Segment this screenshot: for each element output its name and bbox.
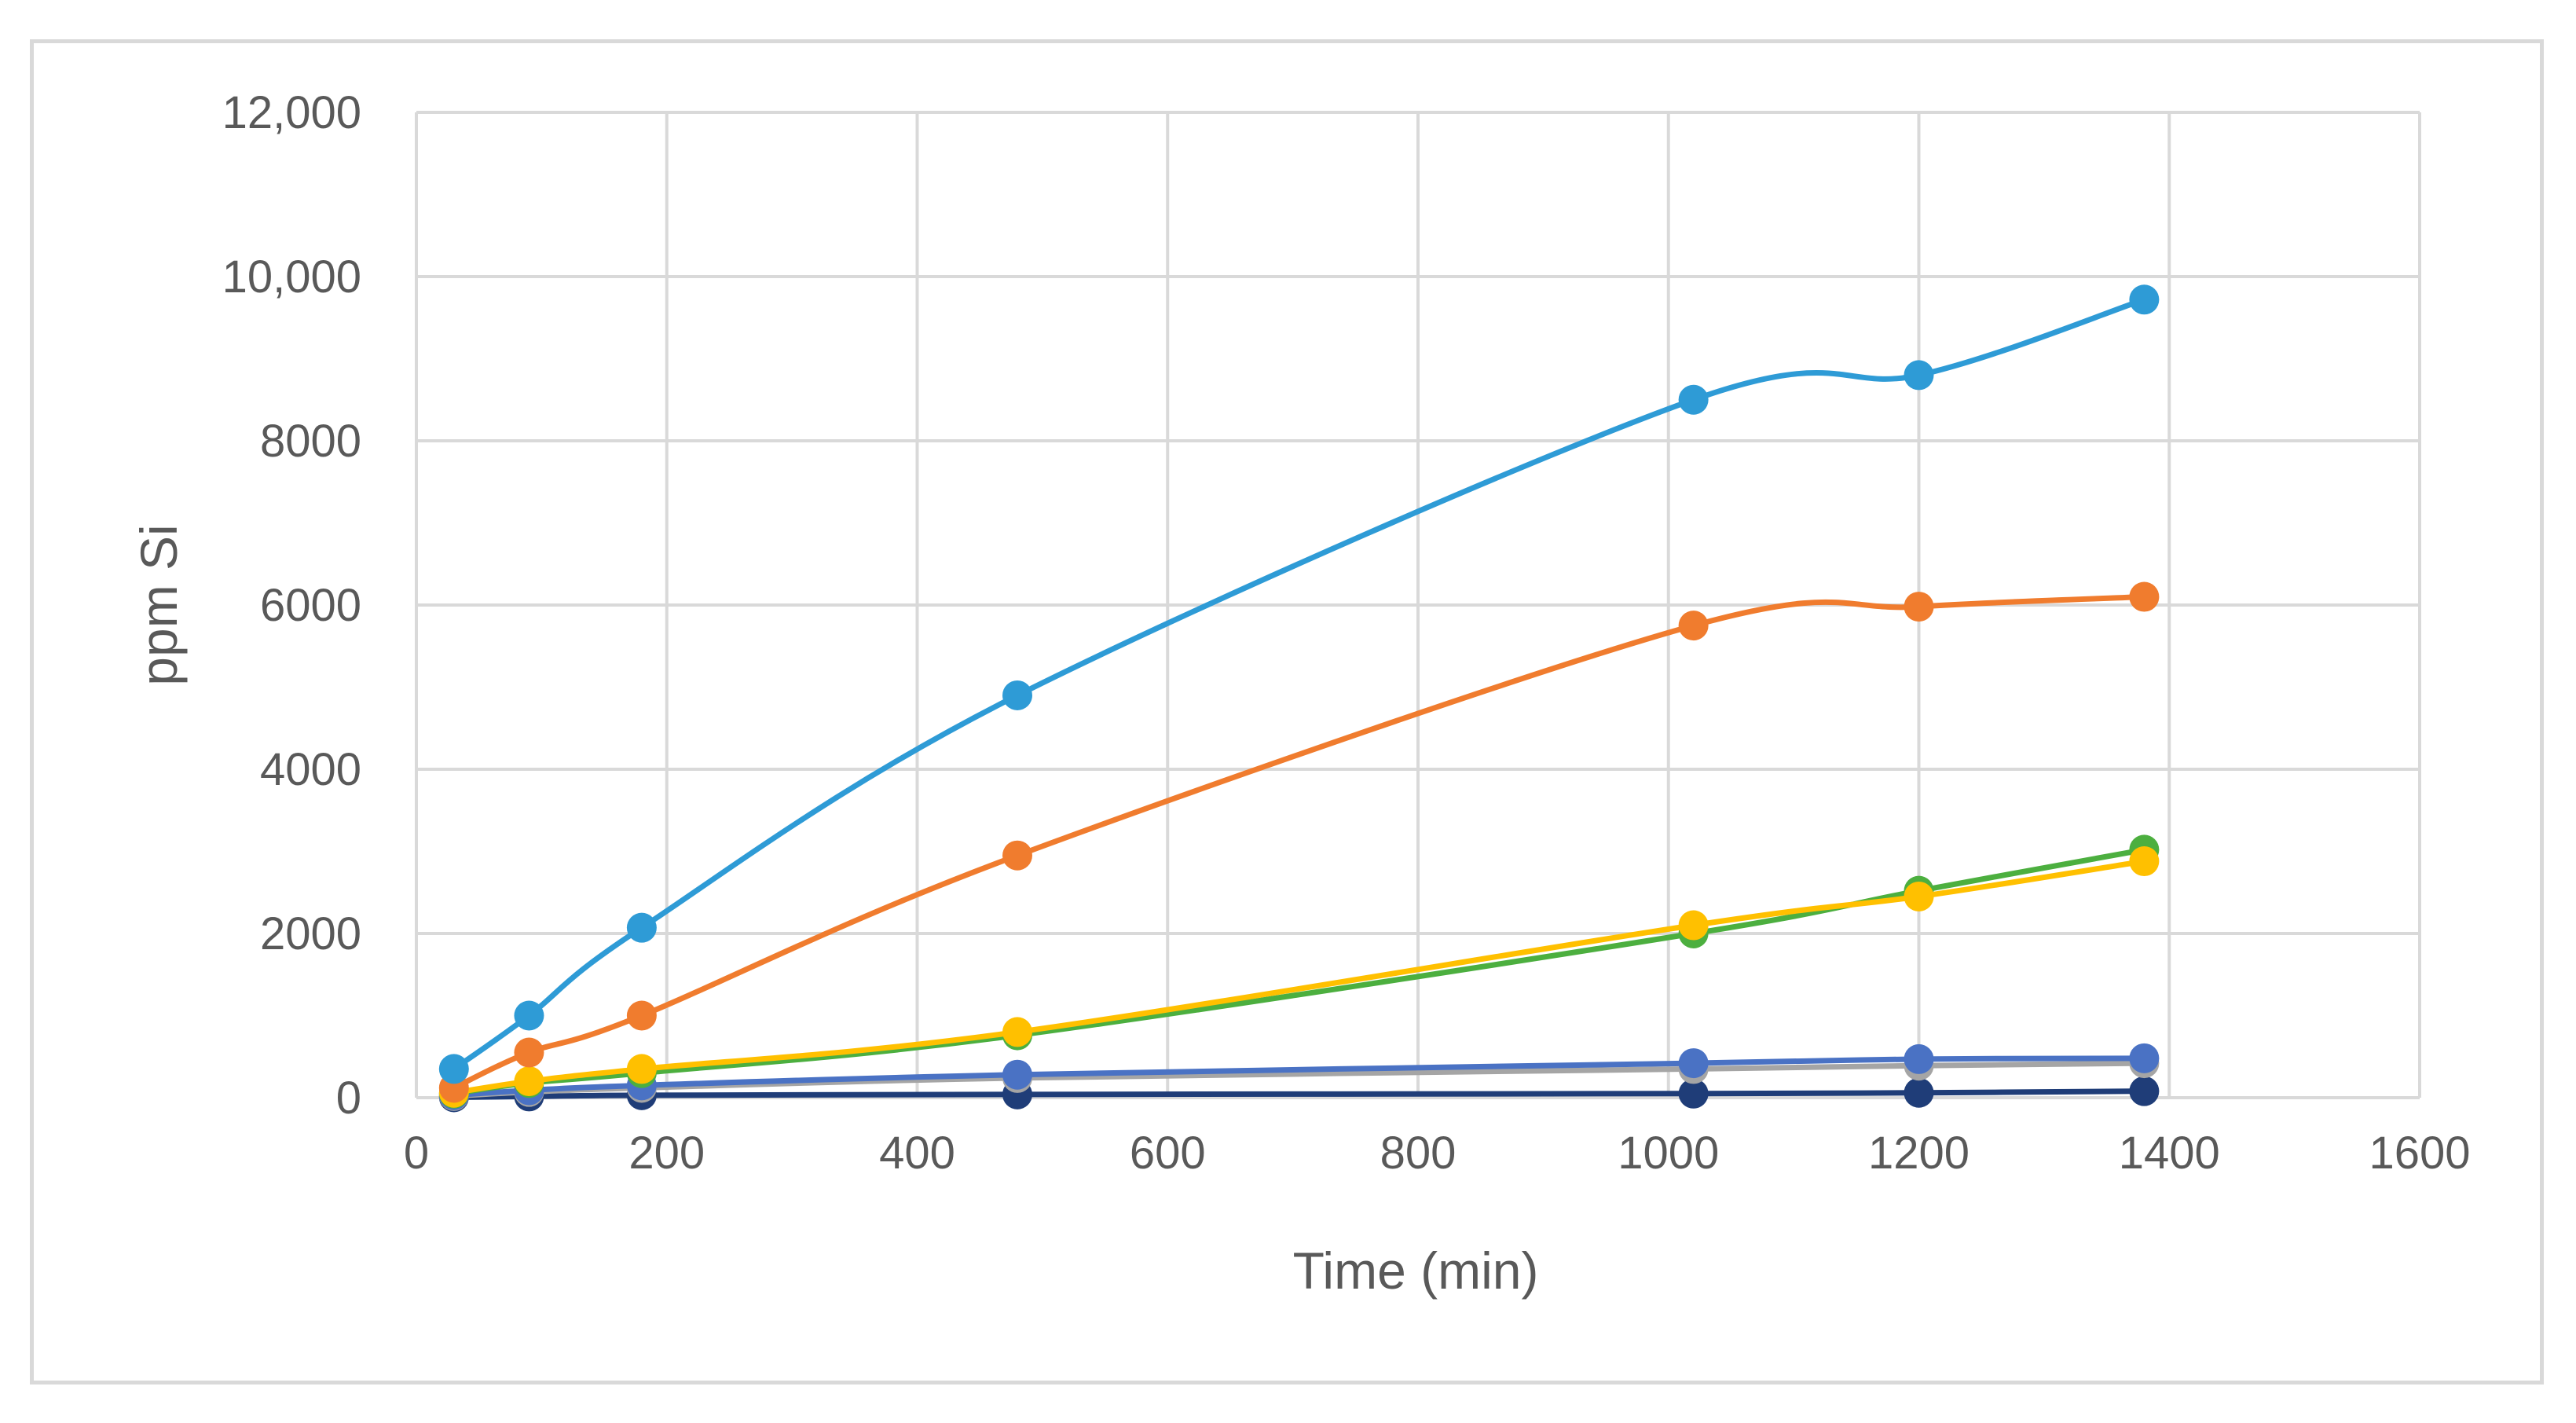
data-point — [1904, 881, 1934, 911]
data-point — [514, 1000, 544, 1031]
series-1 — [438, 284, 2160, 1084]
data-point — [1002, 1017, 1032, 1047]
x-tick-label: 1200 — [1868, 1128, 1970, 1179]
series-5 — [438, 1043, 2160, 1110]
data-point — [514, 1037, 544, 1068]
tick-labels: 0 200 400 600 800 1000 1200 1400 1600 0 2000 4000 60… — [222, 87, 2471, 1179]
data-point — [1678, 910, 1709, 941]
data-point — [1002, 840, 1032, 871]
series-3 — [438, 846, 2160, 1108]
data-point — [2129, 284, 2160, 315]
data-point — [1904, 1077, 1934, 1108]
series-line — [451, 594, 2147, 1091]
x-tick-label: 600 — [1130, 1128, 1206, 1179]
grid — [415, 111, 2421, 1099]
x-tick-label: 1600 — [2369, 1128, 2470, 1179]
y-tick-label: 8000 — [260, 416, 361, 467]
data-point — [2129, 1076, 2160, 1106]
y-tick-label: 10,000 — [222, 251, 361, 303]
y-tick-label: 4000 — [260, 744, 361, 795]
x-tick-label: 0 — [404, 1128, 429, 1179]
data-point — [2129, 846, 2160, 877]
data-point — [626, 1000, 657, 1031]
data-point — [1678, 1048, 1709, 1079]
data-point — [2129, 581, 2160, 612]
x-tick-label: 800 — [1380, 1128, 1457, 1179]
data-point — [1904, 360, 1934, 391]
data-point — [1678, 611, 1709, 641]
x-tick-label: 400 — [879, 1128, 955, 1179]
y-tick-label: 0 — [336, 1073, 361, 1124]
data-point — [438, 1054, 469, 1084]
data-point — [1002, 1059, 1032, 1090]
x-tick-label: 1400 — [2119, 1128, 2220, 1179]
data-point — [514, 1066, 544, 1097]
series-layer — [438, 284, 2160, 1113]
x-tick-label: 1000 — [1618, 1128, 1719, 1179]
series-2 — [438, 581, 2160, 1103]
x-tick-label: 200 — [628, 1128, 705, 1179]
y-axis-title: ppm Si — [130, 524, 188, 685]
data-point — [1904, 592, 1934, 622]
y-tick-label: 2000 — [260, 908, 361, 959]
x-axis-title: Time (min) — [1293, 1241, 1539, 1300]
y-tick-label: 12,000 — [222, 87, 361, 138]
data-point — [1678, 1078, 1709, 1109]
data-point — [1904, 1043, 1934, 1074]
chart-frame — [30, 39, 2544, 1384]
data-point — [1002, 680, 1032, 710]
data-point — [626, 1054, 657, 1084]
data-point — [2129, 1043, 2160, 1073]
series-line — [451, 296, 2147, 1072]
y-tick-label: 6000 — [260, 580, 361, 631]
data-point — [1678, 384, 1709, 415]
data-point — [626, 912, 657, 943]
